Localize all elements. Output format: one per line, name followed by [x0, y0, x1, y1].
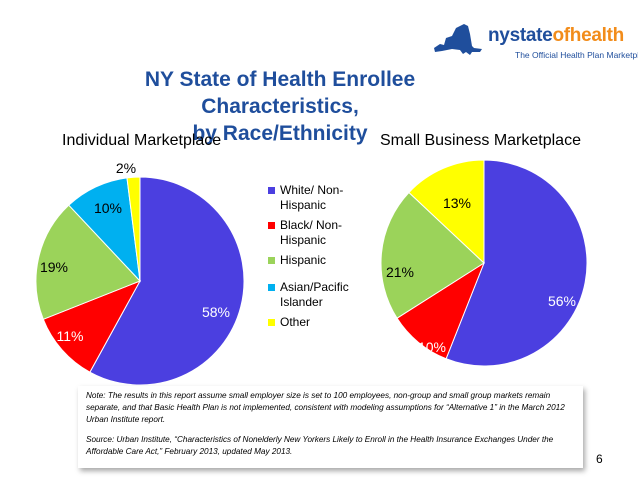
legend-item-black: Black/ Non-Hispanic	[268, 218, 378, 248]
note-text: Note: The results in this report assume …	[86, 391, 565, 424]
note-box: Note: The results in this report assume …	[78, 386, 583, 468]
legend-item-asian: Asian/Pacific Islander	[268, 280, 378, 310]
legend-swatch-asian	[268, 284, 275, 291]
legend-item-other: Other	[268, 315, 378, 330]
new-york-state-icon	[434, 24, 482, 55]
legend-swatch-white	[268, 187, 275, 194]
legend-label-asian: Asian/Pacific Islander	[280, 280, 349, 309]
legend-label-hispanic: Hispanic	[280, 253, 327, 267]
logo-tagline: The Official Health Plan Marketplace	[515, 50, 638, 60]
individual-label-hispanic: 19%	[40, 259, 68, 275]
slide-title-line-1: NY State of Health Enrollee Characterist…	[144, 68, 416, 118]
slide-title-line-2: by Race/Ethnicity	[192, 122, 368, 145]
individual-slice-white	[89, 176, 245, 386]
chart-legend: White/ Non-Hispanic Black/ Non-Hispanic …	[268, 183, 378, 330]
individual-slice-black	[42, 280, 142, 373]
individual-label-asian: 10%	[94, 200, 122, 216]
individual-marketplace-title: Individual Marketplace	[62, 132, 222, 149]
legend-swatch-black	[268, 222, 275, 229]
individual-label-black: 11%	[57, 328, 84, 344]
legend-label-other: Other	[280, 315, 311, 329]
legend-item-white: White/ Non-Hispanic	[268, 183, 378, 213]
legend-label-white: White/ Non-Hispanic	[280, 183, 344, 212]
nystateofhealth-logo: nystateofhealth The Official Health Plan…	[430, 18, 638, 68]
slide-title: NY State of Health Enrollee Characterist…	[70, 66, 490, 147]
logo-wordmark: nystateofhealth	[488, 25, 624, 46]
individual-label-other: 2%	[116, 160, 136, 176]
source-text: Source: Urban Institute, “Characteristic…	[86, 435, 554, 456]
small-business-marketplace-title: Small Business Marketplace	[380, 132, 581, 149]
legend-swatch-other	[268, 319, 275, 326]
legend-swatch-hispanic	[268, 257, 275, 264]
page-number: 6	[596, 452, 603, 466]
individual-label-white: 58%	[202, 304, 230, 320]
legend-label-black: Black/ Non-Hispanic	[280, 218, 343, 247]
individual-slice-other	[126, 176, 141, 282]
legend-item-hispanic: Hispanic	[268, 253, 378, 268]
individual-slice-hispanic	[35, 204, 141, 320]
